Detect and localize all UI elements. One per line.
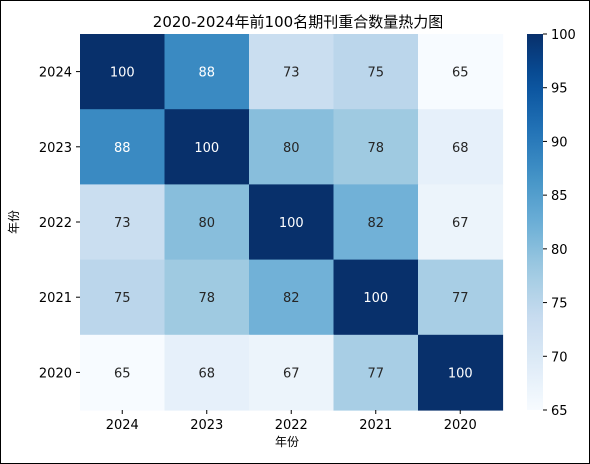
- cell-value-label: 67: [452, 216, 469, 231]
- colorbar-tick-label: 75: [551, 297, 568, 312]
- colorbar-tick-label: 70: [551, 350, 568, 365]
- cell-value-label: 80: [283, 141, 300, 156]
- cell-value-label: 82: [283, 291, 300, 306]
- y-axis-label: 年份: [7, 210, 21, 234]
- heatmap-cell-2021-2023: [164, 259, 250, 336]
- heatmap-cell-2022-2020: [418, 184, 504, 261]
- heatmap-cell-2021-2021: [333, 259, 419, 336]
- heatmap-cell-2024-2022: [249, 34, 335, 110]
- cell-value-label: 75: [114, 291, 131, 306]
- cell-value-label: 100: [363, 291, 388, 306]
- colorbar-tick-label: 65: [551, 404, 568, 419]
- cell-value-label: 77: [367, 366, 384, 381]
- colorbar-tick-label: 95: [551, 82, 568, 97]
- x-tick-label: 2020: [444, 418, 477, 433]
- heatmap-cell-2023-2021: [333, 109, 419, 185]
- cell-value-label: 78: [367, 141, 384, 156]
- x-tick-label: 2023: [190, 418, 223, 433]
- heatmap-cell-2024-2020: [418, 34, 504, 110]
- heatmap-cell-2020-2021: [333, 334, 419, 411]
- y-tick-label: 2023: [39, 141, 72, 156]
- x-tick-label: 2022: [275, 418, 308, 433]
- cell-value-label: 68: [452, 141, 469, 156]
- colorbar-tick-label: 100: [551, 28, 576, 43]
- cell-value-label: 82: [367, 216, 384, 231]
- y-tick-label: 2022: [39, 216, 72, 231]
- x-axis-label: 年份: [275, 435, 299, 449]
- heatmap-cell-2020-2020: [418, 334, 504, 411]
- chart-title: 2020-2024年前100名期刊重合数量热力图: [153, 13, 443, 31]
- colorbar-ticks: 65 70 75 80 85 90 95 100: [543, 28, 576, 419]
- heatmap-cell-2021-2024: [80, 259, 166, 336]
- cell-value-label: 100: [194, 141, 219, 156]
- heatmap-cell-2022-2023: [164, 184, 250, 261]
- cell-value-label: 88: [114, 141, 131, 156]
- colorbar-tick-label: 80: [551, 243, 568, 258]
- y-tick-label: 2021: [39, 291, 72, 306]
- colorbar-tick-label: 85: [551, 189, 568, 204]
- cell-value-label: 80: [198, 216, 215, 231]
- cell-value-label: 88: [198, 66, 215, 81]
- heatmap-cell-2022-2021: [333, 184, 419, 261]
- cell-value-label: 65: [452, 66, 469, 81]
- heatmap-cell-2020-2024: [80, 334, 166, 411]
- heatmap-cell-2023-2023: [164, 109, 250, 185]
- x-tick-label: 2021: [359, 418, 392, 433]
- y-tick-label: 2020: [39, 366, 72, 381]
- heatmap-cell-2024-2021: [333, 34, 419, 110]
- cell-value-label: 68: [198, 366, 215, 381]
- heatmap-cell-2022-2024: [80, 184, 166, 261]
- x-tick-labels: 2024 2023 2022 2021 2020: [106, 410, 477, 433]
- cell-value-label: 100: [110, 66, 135, 81]
- cell-value-label: 100: [279, 216, 304, 231]
- heatmap-cells: 100 88 73 75 65 88 100 80 78 68 73 80 100 82 67 75 78 82 1…: [80, 34, 504, 411]
- cell-value-label: 77: [452, 291, 469, 306]
- heatmap-cell-2023-2022: [249, 109, 335, 185]
- heatmap-cell-2024-2024: [80, 34, 166, 110]
- colorbar-tick-label: 90: [551, 135, 568, 150]
- cell-value-label: 65: [114, 366, 131, 381]
- cell-value-label: 75: [367, 66, 384, 81]
- heatmap-cell-2024-2023: [164, 34, 250, 110]
- heatmap-cell-2021-2020: [418, 259, 504, 336]
- x-tick-label: 2024: [106, 418, 139, 433]
- heatmap-cell-2020-2023: [164, 334, 250, 411]
- cell-value-label: 67: [283, 366, 300, 381]
- heatmap-cell-2023-2024: [80, 109, 166, 185]
- cell-value-label: 73: [283, 66, 300, 81]
- y-tick-labels: 2024 2023 2022 2021 2020: [39, 66, 80, 381]
- heatmap-cell-2020-2022: [249, 334, 335, 411]
- heatmap-cell-2021-2022: [249, 259, 335, 336]
- cell-value-label: 73: [114, 216, 131, 231]
- cell-value-label: 78: [198, 291, 215, 306]
- y-tick-label: 2024: [39, 66, 72, 81]
- heatmap-cell-2022-2022: [249, 184, 335, 261]
- cell-value-label: 100: [448, 366, 473, 381]
- colorbar: [527, 34, 543, 410]
- heatmap-cell-2023-2020: [418, 109, 504, 185]
